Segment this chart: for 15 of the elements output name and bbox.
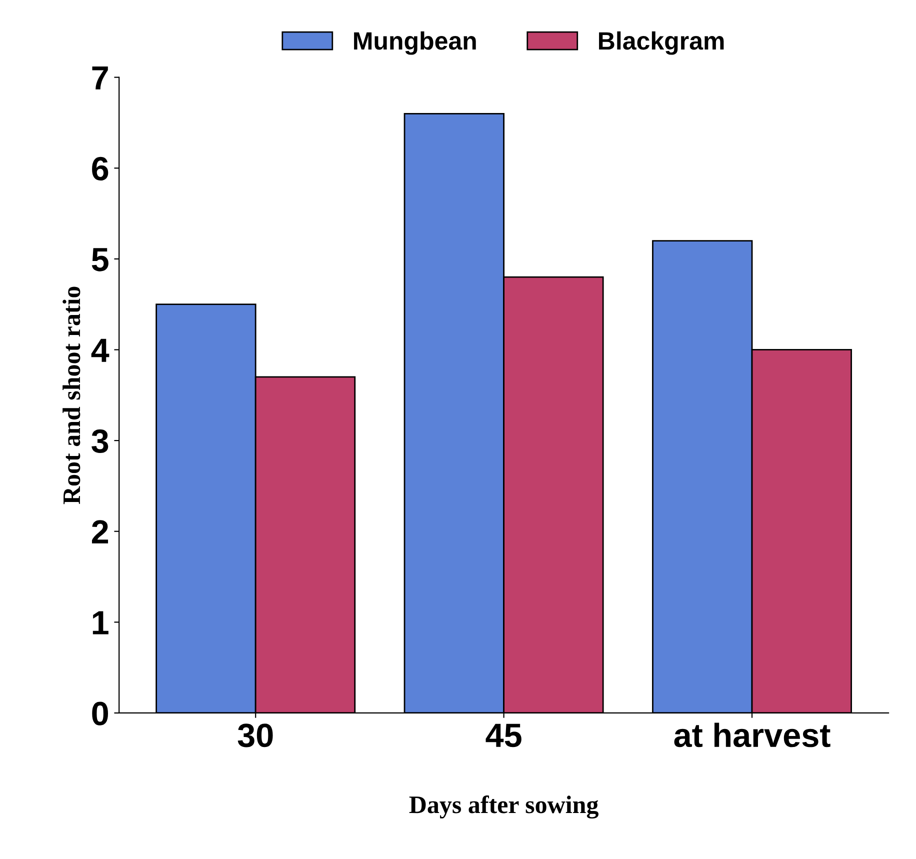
- x-axis-title: Days after sowing: [409, 795, 598, 819]
- y-tick-label: 3: [92, 429, 108, 453]
- legend-label: Mungbean: [354, 31, 476, 55]
- y-tick-label: 4: [91, 338, 110, 362]
- x-tick-label: 30: [238, 724, 273, 748]
- x-tick-label: 45: [486, 724, 522, 748]
- y-tick-label: 2: [92, 520, 108, 544]
- y-tick-label: 0: [92, 702, 108, 726]
- y-tick-label: 6: [92, 156, 108, 181]
- y-axis-title: Root and shoot ratio: [62, 286, 80, 504]
- y-tick-label: 5: [92, 248, 108, 272]
- y-tick-label: 7: [92, 66, 108, 90]
- legend-label: Blackgram: [599, 31, 724, 55]
- y-tick-label: 1: [92, 611, 108, 634]
- x-tick-label: at harvest: [674, 722, 830, 748]
